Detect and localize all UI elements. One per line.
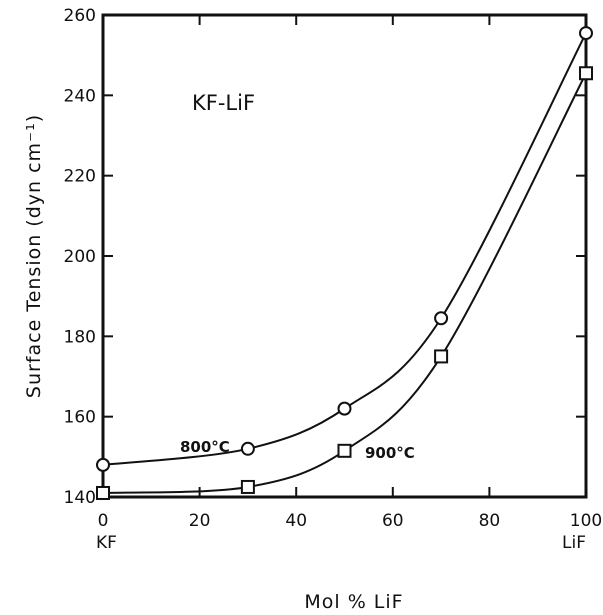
data-point-square [96, 485, 110, 500]
x-tick-label: 100 [570, 511, 602, 531]
series-markers [96, 26, 593, 500]
y-tick-label: 180 [64, 327, 96, 347]
x-axis-title: Mol % LiF [304, 591, 403, 613]
series-label-900: 900°C [365, 444, 415, 462]
x-tick-label: 20 [189, 511, 211, 531]
y-tick-label: 200 [64, 247, 96, 267]
series-line-0 [102, 32, 587, 466]
x-tick-label: 0 [98, 511, 109, 531]
data-point-square [579, 66, 593, 81]
series-line-1 [102, 72, 587, 494]
y-tick-label: 240 [64, 86, 96, 106]
data-point-circle [337, 401, 352, 416]
y-tick-label: 260 [64, 6, 96, 26]
data-point-square [434, 349, 449, 364]
y-tick-label: 220 [64, 167, 96, 187]
x-end-label-left: KF [96, 533, 117, 553]
data-point-square [337, 443, 352, 458]
y-tick-label: 140 [64, 488, 96, 508]
plot-frame [101, 13, 588, 499]
x-tick-label: 60 [382, 511, 404, 531]
y-axis-title: Surface Tension (dyn cm⁻¹) [23, 114, 45, 398]
data-point-square [240, 479, 255, 494]
x-end-label-right: LiF [562, 533, 586, 553]
y-tick-label: 160 [64, 408, 96, 428]
x-tick-label: 80 [479, 511, 501, 531]
data-point-circle [96, 457, 110, 472]
data-point-circle [240, 441, 255, 456]
data-point-circle [579, 26, 593, 41]
x-tick-label: 40 [285, 511, 307, 531]
series-label-800: 800°C [180, 438, 230, 456]
series-curves [102, 32, 587, 494]
x-tick-labels: 0 20 40 60 80 100 [98, 511, 603, 531]
axis-ticks [103, 15, 586, 497]
inset-annotation: KF-LiF [192, 91, 255, 115]
y-tick-labels: 140 160 180 200 220 240 260 [64, 6, 96, 508]
data-point-circle [434, 311, 449, 326]
